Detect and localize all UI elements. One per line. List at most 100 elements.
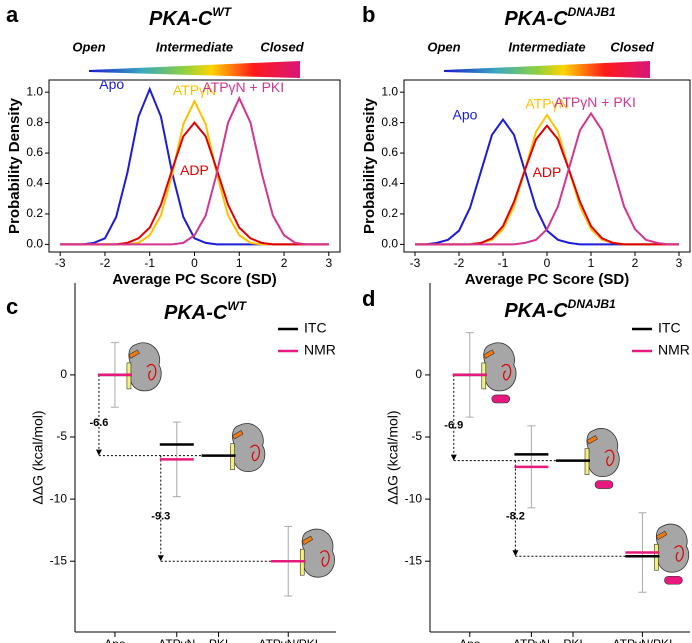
x-tick-label: -2 <box>100 256 111 270</box>
nucleotide <box>586 435 598 445</box>
scale-label: Open <box>427 39 460 54</box>
protein-body <box>128 342 162 392</box>
x-tick-label: Apo <box>459 637 481 643</box>
scale-label: Intermediate <box>156 39 233 54</box>
connector-arrow <box>512 550 519 557</box>
loop <box>501 363 512 381</box>
x-tick-label: 1 <box>236 256 243 270</box>
y-tick-label: 0.4 <box>381 176 398 190</box>
gradient-bar <box>89 61 300 78</box>
x-tick-label: 0 <box>544 256 551 270</box>
nucleotide <box>483 349 495 359</box>
y-tick-label: -5 <box>411 429 422 443</box>
loop <box>319 550 330 567</box>
y-tick-label: -10 <box>405 491 423 505</box>
x-tick-label: 3 <box>325 256 332 270</box>
title-main: PKA-C <box>164 302 228 324</box>
protein-icon <box>299 528 335 578</box>
y-tick-label: 0.8 <box>26 115 43 129</box>
x-tick-label: ATPγN/PKI <box>613 637 673 643</box>
nucleotide <box>231 430 244 440</box>
scale-label: Intermediate <box>508 39 585 54</box>
x-tick-label: -3 <box>410 256 421 270</box>
y-axis-title: ΔΔG (kcal/mol) <box>385 410 401 504</box>
protein-body <box>586 428 620 478</box>
scale-label: Open <box>72 39 105 54</box>
density-curve <box>60 95 329 246</box>
nucleotide <box>655 530 668 541</box>
x-tick-label: 0 <box>191 256 198 270</box>
curve-label: ATPγN + PKI <box>554 94 636 110</box>
j-domain <box>491 394 511 404</box>
connector-arrow <box>95 449 102 456</box>
annotation: -6.6 <box>89 417 108 429</box>
x-tick-label: 2 <box>632 256 639 270</box>
panel-title: PKA-CWT <box>164 299 248 324</box>
x-tick-label: -2 <box>454 256 465 270</box>
density-curve <box>60 121 329 246</box>
legend-label: NMR <box>304 342 336 358</box>
y-tick-label: 0.4 <box>26 176 43 190</box>
density-curve <box>415 117 679 246</box>
y-tick-label: 0.2 <box>26 206 43 220</box>
curve-label: ATPγN <box>525 96 568 112</box>
j-domain <box>594 480 614 489</box>
x-tick-label: ATPγN <box>158 637 195 643</box>
connector-arrow <box>450 454 457 461</box>
curve-label: Apo <box>453 106 478 122</box>
loop <box>604 449 615 467</box>
y-tick-label: 0.0 <box>26 237 43 251</box>
y-tick-label: 1.0 <box>381 84 398 98</box>
y-axis-title: ΔΔG (kcal/mol) <box>30 410 46 504</box>
curve-label: ADP <box>180 162 209 178</box>
protein-icon <box>654 523 690 585</box>
y-tick-label: 0.8 <box>381 115 398 129</box>
y-tick-label: 1.0 <box>26 84 43 98</box>
x-tick-label: -3 <box>55 256 66 270</box>
scale-label: Closed <box>610 39 654 54</box>
x-tick-label: PKI <box>209 637 228 643</box>
x-tick-label: ATPγN/PKI <box>258 637 318 643</box>
curve-label: ADP <box>533 164 562 180</box>
protein-body <box>232 423 266 473</box>
curve-label: ATPγN <box>173 82 216 98</box>
protein-body <box>483 342 517 392</box>
density-curve <box>415 124 679 246</box>
legend-label: ITC <box>658 320 681 336</box>
title-superscript: WT <box>212 5 232 19</box>
annotation: -8.2 <box>506 510 525 522</box>
y-tick-label: 0.2 <box>381 206 398 220</box>
protein-icon <box>126 342 162 392</box>
panel-title: PKA-CDNAJB1 <box>504 5 616 30</box>
y-tick-label: -5 <box>56 429 67 443</box>
y-tick-label: 0.6 <box>26 145 43 159</box>
panel-label: a <box>6 2 19 27</box>
x-tick-label: -1 <box>144 256 155 270</box>
title-superscript: WT <box>227 299 247 313</box>
title-main: PKA-C <box>149 8 213 30</box>
title-main: PKA-C <box>504 300 568 322</box>
annotation: -6.9 <box>444 420 463 432</box>
connector-arrow <box>157 555 164 562</box>
annotation: -9.3 <box>151 510 170 522</box>
title-main: PKA-C <box>504 8 568 30</box>
panel-label: b <box>362 2 375 27</box>
protein-body <box>655 523 690 573</box>
panel-title: PKA-CDNAJB1 <box>504 297 616 322</box>
y-tick-label: -10 <box>50 491 68 505</box>
protein-icon <box>481 342 517 404</box>
x-tick-label: 1 <box>588 256 595 270</box>
density-curve <box>415 111 679 246</box>
y-tick-label: 0 <box>60 367 67 381</box>
title-superscript: DNAJB1 <box>568 5 616 19</box>
title-superscript: DNAJB1 <box>568 297 616 311</box>
panel-label: c <box>6 294 18 319</box>
loop <box>146 363 157 381</box>
x-tick-label: 3 <box>676 256 683 270</box>
j-domain <box>664 575 683 585</box>
gradient-bar <box>444 61 650 78</box>
protein-body <box>301 528 335 578</box>
y-tick-label: 0.0 <box>381 237 398 251</box>
nucleotide <box>128 349 140 359</box>
